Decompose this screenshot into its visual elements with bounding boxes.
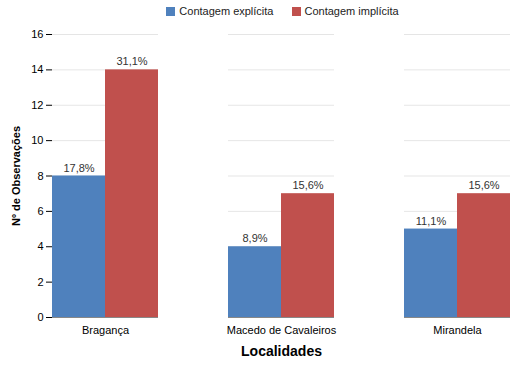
svg-text:16: 16 xyxy=(31,28,43,40)
html-text:Contagem explícita: Contagem explícita xyxy=(179,5,274,17)
svg-text:Nº de Observações: Nº de Observações xyxy=(10,126,22,226)
svg-text:15,6%: 15,6% xyxy=(292,179,323,191)
svg-text:Mirandela: Mirandela xyxy=(433,324,482,336)
svg-text:8: 8 xyxy=(37,170,43,182)
svg-text:15,6%: 15,6% xyxy=(468,179,499,191)
svg-text:11,1%: 11,1% xyxy=(416,215,447,227)
svg-text:6: 6 xyxy=(37,205,43,217)
svg-text:8,9%: 8,9% xyxy=(242,232,267,244)
svg-text:Macedo de Cavaleiros: Macedo de Cavaleiros xyxy=(227,324,337,336)
svg-text:0: 0 xyxy=(37,311,43,323)
svg-text:Localidades: Localidades xyxy=(241,343,322,359)
svg-text:14: 14 xyxy=(31,63,43,75)
svg-text:31,1%: 31,1% xyxy=(116,55,147,67)
svg-text:4: 4 xyxy=(37,240,43,252)
svg-text:Bragança: Bragança xyxy=(82,324,130,336)
svg-text:10: 10 xyxy=(31,134,43,146)
svg-text:12: 12 xyxy=(31,99,43,111)
html-text:Contagem implícita: Contagem implícita xyxy=(304,5,399,17)
svg-text:17,8%: 17,8% xyxy=(63,162,94,174)
svg-text:2: 2 xyxy=(37,276,43,288)
